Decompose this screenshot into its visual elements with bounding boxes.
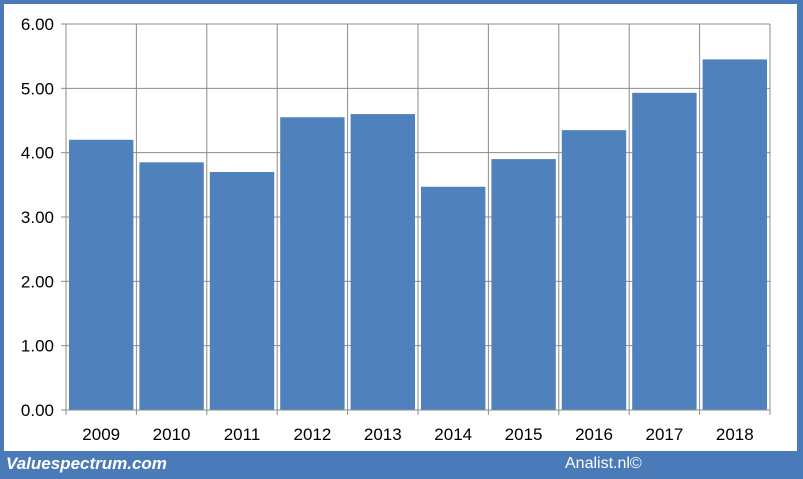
y-tick-label: 1.00 — [21, 337, 54, 356]
bar — [69, 139, 134, 411]
bar — [632, 92, 697, 410]
bar — [350, 114, 415, 411]
bar — [561, 130, 627, 410]
y-tick-label: 5.00 — [21, 79, 54, 98]
y-tick-label: 6.00 — [21, 15, 54, 34]
bar — [280, 117, 345, 411]
y-tick-label: 2.00 — [21, 272, 54, 291]
bar — [209, 171, 275, 410]
x-tick-label: 2013 — [364, 425, 402, 444]
x-tick-label: 2012 — [293, 425, 331, 444]
bar — [491, 159, 556, 410]
x-tick-label: 2017 — [645, 425, 683, 444]
source-label-valuespectrum: Valuespectrum.com — [6, 454, 167, 473]
x-tick-label: 2015 — [505, 425, 543, 444]
y-tick-label: 3.00 — [21, 208, 54, 227]
source-label-analist: Analist.nl© — [565, 455, 642, 472]
bar — [139, 162, 204, 410]
x-tick-label: 2014 — [434, 425, 472, 444]
x-tick-label: 2010 — [153, 425, 191, 444]
y-tick-label: 4.00 — [21, 144, 54, 163]
y-tick-label: 0.00 — [21, 401, 54, 420]
x-tick-label: 2018 — [716, 425, 754, 444]
x-tick-label: 2009 — [82, 425, 120, 444]
bar — [702, 59, 767, 411]
x-tick-label: 2011 — [224, 425, 261, 444]
bar — [421, 186, 486, 410]
x-tick-label: 2016 — [575, 425, 613, 444]
